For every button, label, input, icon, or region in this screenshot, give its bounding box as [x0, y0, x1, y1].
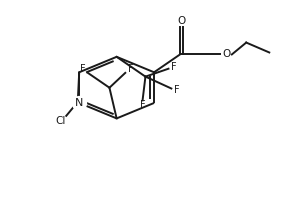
Text: F: F	[174, 86, 180, 95]
Text: F: F	[128, 64, 133, 74]
Text: O: O	[222, 50, 230, 59]
Text: F: F	[171, 62, 177, 72]
Text: F: F	[80, 64, 86, 74]
Text: F: F	[140, 100, 145, 110]
Text: N: N	[75, 98, 84, 108]
Text: Cl: Cl	[55, 116, 66, 126]
Text: O: O	[178, 16, 186, 26]
